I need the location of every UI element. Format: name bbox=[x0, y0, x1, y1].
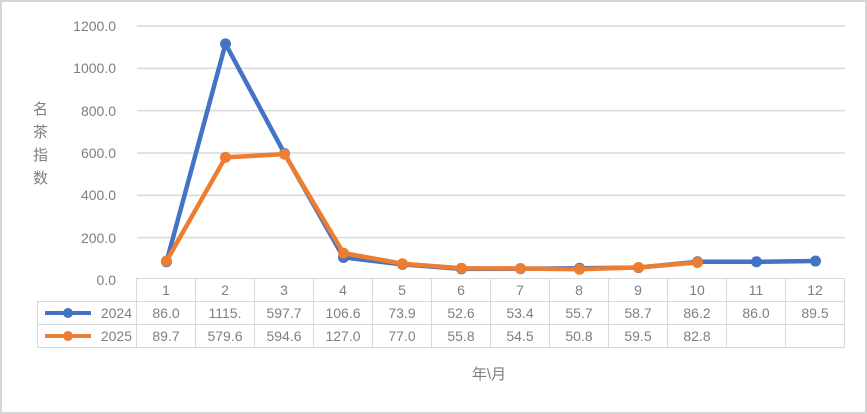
data-point-2025-5 bbox=[397, 258, 408, 270]
value-cell-2025-4: 127.0 bbox=[313, 324, 373, 348]
value-cell-2025-12 bbox=[785, 324, 845, 348]
value-cell-2024-7: 53.4 bbox=[490, 301, 550, 325]
month-header-3: 3 bbox=[254, 278, 314, 302]
month-header-9: 9 bbox=[608, 278, 668, 302]
month-header-4: 4 bbox=[313, 278, 373, 302]
value-cell-2025-2: 579.6 bbox=[195, 324, 255, 348]
data-point-2025-6 bbox=[456, 262, 467, 274]
month-header-1: 1 bbox=[136, 278, 196, 302]
data-point-2024-12 bbox=[810, 255, 821, 267]
legend-cell-2024: 2024 bbox=[37, 301, 137, 325]
data-point-2025-8 bbox=[574, 263, 585, 275]
value-cell-2024-5: 73.9 bbox=[372, 301, 432, 325]
value-cell-2024-3: 597.7 bbox=[254, 301, 314, 325]
value-cell-2025-3: 594.6 bbox=[254, 324, 314, 348]
legend-cell-2025: 2025 bbox=[37, 324, 137, 348]
data-point-2025-2 bbox=[220, 151, 231, 163]
value-cell-2025-10: 82.8 bbox=[667, 324, 727, 348]
y-tick-label: 600.0 bbox=[80, 145, 116, 161]
y-tick-label: 0.0 bbox=[96, 272, 116, 288]
y-tick-label: 1200.0 bbox=[73, 18, 116, 34]
table-row-2024: 2024 86.0 1115. 597.7 106.6 73.9 52.6 53.4 55.7 5… bbox=[37, 301, 845, 325]
y-tick-label: 200.0 bbox=[80, 229, 116, 246]
data-point-2025-10 bbox=[692, 256, 703, 268]
value-cell-2025-11 bbox=[726, 324, 786, 348]
value-cell-2025-9: 59.5 bbox=[608, 324, 668, 348]
month-header-2: 2 bbox=[195, 278, 255, 302]
value-cell-2024-4: 106.6 bbox=[313, 301, 373, 325]
value-cell-2024-1: 86.0 bbox=[136, 301, 196, 325]
month-header-8: 8 bbox=[549, 278, 609, 302]
month-header-row: 1 2 3 4 5 6 7 8 9 10 11 12 bbox=[38, 278, 845, 302]
y-axis-title: 名茶指数 bbox=[31, 101, 48, 193]
legend-key-2025-icon bbox=[45, 331, 91, 341]
value-cell-2025-6: 55.8 bbox=[431, 324, 491, 348]
data-point-2025-9 bbox=[633, 261, 644, 273]
data-point-2025-1 bbox=[161, 255, 172, 267]
data-point-2025-3 bbox=[279, 148, 290, 160]
month-header-11: 11 bbox=[726, 278, 786, 302]
value-cell-2024-6: 52.6 bbox=[431, 301, 491, 325]
y-tick-label: 1000.0 bbox=[73, 60, 116, 77]
value-cell-2024-11: 86.0 bbox=[726, 301, 786, 325]
data-point-2024-2 bbox=[220, 38, 231, 50]
month-header-6: 6 bbox=[431, 278, 491, 302]
data-point-2025-7 bbox=[515, 262, 526, 274]
y-tick-label: 400.0 bbox=[80, 187, 116, 204]
month-header-5: 5 bbox=[372, 278, 432, 302]
data-point-2024-11 bbox=[751, 256, 762, 268]
series-line-2025 bbox=[164, 151, 700, 272]
series-name-label: 2024 bbox=[100, 305, 132, 321]
data-point-2025-4 bbox=[338, 247, 349, 259]
value-cell-2024-10: 86.2 bbox=[667, 301, 727, 325]
x-axis-title: 年\月 bbox=[471, 366, 507, 383]
value-cell-2025-8: 50.8 bbox=[549, 324, 609, 348]
series-name-label: 2025 bbox=[100, 328, 132, 344]
month-header-12: 12 bbox=[785, 278, 845, 302]
table-row-2025: 2025 89.7 579.6 594.6 127.0 77.0 55.8 54.5 50.8 5… bbox=[37, 324, 845, 348]
value-cell-2024-2: 1115. bbox=[195, 301, 255, 325]
month-header-10: 10 bbox=[667, 278, 727, 302]
legend-key-2024-icon bbox=[45, 308, 91, 318]
value-cell-2025-1: 89.7 bbox=[136, 324, 196, 348]
value-cell-2024-12: 89.5 bbox=[785, 301, 845, 325]
y-tick-label: 800.0 bbox=[80, 102, 116, 119]
value-cell-2024-9: 58.7 bbox=[608, 301, 668, 325]
value-cell-2024-8: 55.7 bbox=[549, 301, 609, 325]
chart-data-table: 1 2 3 4 5 6 7 8 9 10 11 12 2024 86.0 1115. 597.7 106.6 73… bbox=[37, 278, 845, 348]
month-header-7: 7 bbox=[490, 278, 550, 302]
value-cell-2025-5: 77.0 bbox=[372, 324, 432, 348]
value-cell-2025-7: 54.5 bbox=[490, 324, 550, 348]
